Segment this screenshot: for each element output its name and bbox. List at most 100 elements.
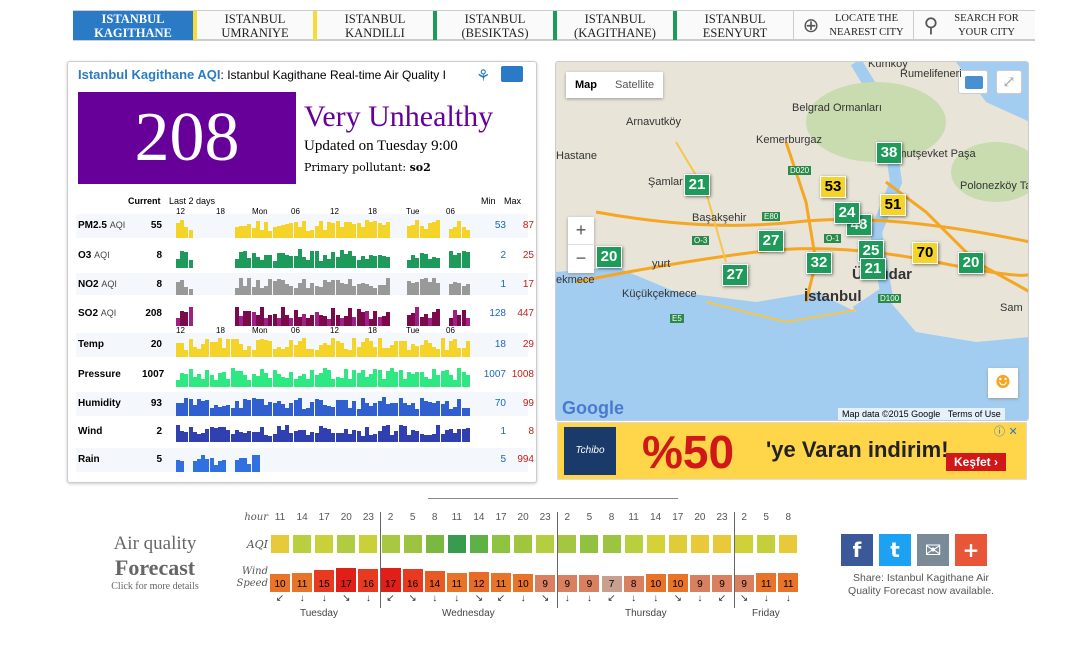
aqi-pin[interactable]: 25 xyxy=(858,240,884,262)
forecast-wind-cell[interactable]: 17 xyxy=(336,568,357,592)
forecast-wind-cell[interactable]: 11 xyxy=(756,573,777,592)
facebook-share-button[interactable]: f xyxy=(841,534,873,566)
forecast-aqi-cell[interactable] xyxy=(469,535,488,553)
ad-info-icon[interactable]: ⓘ ✕ xyxy=(994,425,1018,438)
search-city-button[interactable]: ⚲ SEARCH FOR YOUR CITY xyxy=(913,11,1033,40)
forecast-aqi-cell[interactable] xyxy=(757,535,776,553)
forecast-wind-cell[interactable]: 9 xyxy=(557,575,578,592)
terms-link[interactable]: Terms of Use xyxy=(947,409,1001,419)
widget-icon[interactable] xyxy=(501,66,523,82)
forecast-aqi-cell[interactable] xyxy=(403,535,422,553)
fullscreen-button[interactable]: ⤢ xyxy=(996,70,1022,94)
tab-istanbul-kagithane[interactable]: ISTANBUL KAGITHANE xyxy=(73,11,193,40)
aqi-unit: AQI xyxy=(94,250,110,260)
forecast-wind-cell[interactable]: 9 xyxy=(712,575,732,592)
forecast-aqi-cell[interactable] xyxy=(779,535,798,553)
map-type-satellite[interactable]: Satellite xyxy=(615,79,655,91)
aqi-pin[interactable]: 70 xyxy=(912,242,938,264)
widget-toggle-button[interactable] xyxy=(958,70,988,94)
pollutant-row[interactable]: PM2.5 AQI 55 53 87 xyxy=(76,214,534,238)
forecast-aqi-cell[interactable] xyxy=(271,535,289,553)
forecast-aqi-cell[interactable] xyxy=(624,535,643,553)
aqi-pin[interactable]: 27 xyxy=(722,264,748,286)
tab-istanbul-besiktas[interactable]: ISTANBUL (BESIKTAS) xyxy=(433,11,553,40)
tab-istanbul-esenyurt[interactable]: ISTANBUL ESENYURT xyxy=(673,11,793,40)
aqi-pin[interactable]: 20 xyxy=(596,246,622,268)
history-bar xyxy=(255,399,260,416)
aqi-pin[interactable]: 32 xyxy=(806,252,832,274)
aqi-pin[interactable]: 51 xyxy=(880,194,906,216)
forecast-wind-cell[interactable]: 14 xyxy=(424,571,445,592)
forecast-wind-cell[interactable]: 8 xyxy=(623,576,644,592)
forecast-wind-cell[interactable]: 9 xyxy=(689,575,710,592)
forecast-wind-cell[interactable]: 16 xyxy=(402,569,423,592)
pollutant-row[interactable]: Wind 2 1 8 xyxy=(76,420,534,442)
pegman-icon[interactable]: ☻ xyxy=(988,368,1018,398)
forecast-wind-cell[interactable]: 10 xyxy=(513,574,534,592)
forecast-aqi-cell[interactable] xyxy=(646,535,665,553)
pollutant-row[interactable]: Pressure 1007 1007 1008 xyxy=(76,363,534,387)
forecast-aqi-cell[interactable] xyxy=(425,535,444,553)
forecast-wind-cell[interactable]: 17 xyxy=(380,568,401,592)
forecast-hour: 11 xyxy=(451,512,462,523)
forecast-wind-cell[interactable]: 16 xyxy=(358,569,379,592)
forecast-aqi-cell[interactable] xyxy=(735,535,754,553)
email-share-button[interactable]: ✉ xyxy=(917,534,949,566)
aqi-pin[interactable]: 27 xyxy=(758,230,784,252)
share-icon[interactable]: ⚘ xyxy=(476,66,491,85)
more-share-button[interactable]: + xyxy=(955,534,987,566)
forecast-wind-cell[interactable]: 9 xyxy=(579,575,600,592)
pollutant-row[interactable]: Rain 5 5 994 xyxy=(76,448,534,472)
forecast-wind-cell[interactable]: 11 xyxy=(446,573,467,592)
forecast-aqi-cell[interactable] xyxy=(536,535,555,553)
forecast-aqi-cell[interactable] xyxy=(713,535,731,553)
tab-istanbul-kandilli[interactable]: ISTANBUL KANDILLI xyxy=(313,11,433,40)
ad-cta-button[interactable]: Keşfet › xyxy=(946,453,1007,471)
forecast-title[interactable]: Air quality Forecast Click for more deta… xyxy=(100,533,210,592)
forecast-aqi-cell[interactable] xyxy=(602,535,621,553)
forecast-aqi-cell[interactable] xyxy=(690,535,709,553)
forecast-wind-cell[interactable]: 11 xyxy=(292,573,313,592)
tab-istanbul-kagithane-2[interactable]: ISTANBUL (KAGITHANE) xyxy=(553,11,673,40)
forecast-wind-cell[interactable]: 12 xyxy=(468,572,489,592)
forecast-wind-cell[interactable]: 10 xyxy=(645,574,666,592)
aqi-pin[interactable]: 53 xyxy=(820,176,846,198)
forecast-wind-cell[interactable]: 9 xyxy=(734,575,755,592)
zoom-out-button[interactable]: − xyxy=(575,248,587,268)
aqi-pin[interactable]: 20 xyxy=(958,252,984,274)
pollutant-row[interactable]: O3 AQI 8 2 25 xyxy=(76,244,534,268)
zoom-in-button[interactable]: + xyxy=(568,217,594,245)
forecast-aqi-cell[interactable] xyxy=(293,535,312,553)
forecast-aqi-cell[interactable] xyxy=(668,535,687,553)
locate-nearest-city-button[interactable]: ⊕ LOCATE THE NEAREST CITY xyxy=(793,11,913,40)
forecast-wind-cell[interactable]: 10 xyxy=(667,574,688,592)
map-type-map[interactable]: Map xyxy=(575,79,597,91)
aqi-pin[interactable]: 21 xyxy=(860,258,886,280)
forecast-wind-cell[interactable]: 9 xyxy=(535,575,556,592)
forecast-aqi-cell[interactable] xyxy=(315,535,334,553)
forecast-aqi-cell[interactable] xyxy=(447,535,466,553)
forecast-wind-cell[interactable]: 11 xyxy=(778,573,799,592)
tab-istanbul-umraniye[interactable]: ISTANBUL UMRANIYE xyxy=(193,11,313,40)
forecast-aqi-cell[interactable] xyxy=(580,535,599,553)
forecast-wind-cell[interactable]: 7 xyxy=(601,576,622,592)
aqi-pin[interactable]: 24 xyxy=(834,202,860,224)
forecast-aqi-cell[interactable] xyxy=(381,535,400,553)
aqi-pin[interactable]: 38 xyxy=(876,142,902,164)
forecast-wind-cell[interactable]: 11 xyxy=(491,573,511,592)
twitter-share-button[interactable]: t xyxy=(879,534,911,566)
pollutant-row[interactable]: Temp 20 18 29 xyxy=(76,333,534,357)
map[interactable]: Map Satellite ⤢ + − Arnavutköy Kemerburga… xyxy=(555,61,1029,421)
forecast-wind-cell[interactable]: 10 xyxy=(270,574,290,592)
forecast-aqi-cell[interactable] xyxy=(359,535,378,553)
forecast-aqi-cell[interactable] xyxy=(492,535,510,553)
ad-banner[interactable]: Tchibo %50 'ye Varan indirim! Keşfet › ⓘ… xyxy=(557,422,1027,480)
aqi-pin[interactable]: 21 xyxy=(684,174,710,196)
forecast-wind-cell[interactable]: 15 xyxy=(314,570,335,592)
pollutant-row[interactable]: SO2 AQI 208 128 447 xyxy=(76,302,534,326)
pollutant-row[interactable]: Humidity 93 70 99 xyxy=(76,392,534,416)
forecast-aqi-cell[interactable] xyxy=(514,535,533,553)
forecast-aqi-cell[interactable] xyxy=(558,535,577,553)
pollutant-row[interactable]: NO2 AQI 8 1 17 xyxy=(76,273,534,295)
forecast-aqi-cell[interactable] xyxy=(337,535,356,553)
